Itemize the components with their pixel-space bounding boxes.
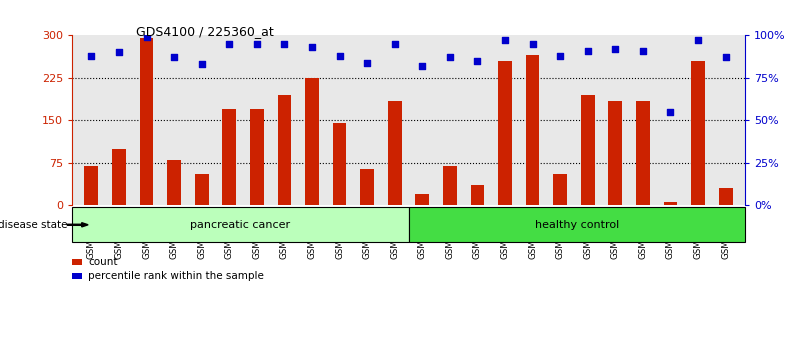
Bar (636, 101, 650, 205)
Bar (84, 166, 99, 205)
Point (609, 46, 622, 52)
Point (251, 41, 264, 47)
Point (113, 50, 126, 55)
Bar (525, 55, 540, 205)
Point (719, 55, 732, 60)
Bar (416, 194, 429, 205)
Bar (250, 109, 264, 205)
Bar (223, 109, 236, 205)
Bar (691, 61, 705, 205)
Point (85, 53, 98, 59)
Point (444, 55, 457, 60)
Bar (305, 78, 319, 205)
Bar (360, 169, 374, 205)
Text: GDS4100 / 225360_at: GDS4100 / 225360_at (136, 25, 274, 38)
Point (526, 41, 539, 47)
Bar (388, 101, 401, 205)
Bar (277, 95, 292, 205)
Text: disease state: disease state (0, 220, 67, 230)
Point (360, 60, 373, 65)
Text: pancreatic cancer: pancreatic cancer (190, 220, 290, 230)
Point (195, 62, 208, 67)
Bar (581, 95, 594, 205)
Text: count: count (88, 257, 118, 267)
Point (416, 63, 429, 69)
Point (637, 48, 650, 53)
Bar (167, 160, 181, 205)
Point (664, 109, 677, 115)
Bar (112, 149, 126, 205)
Point (278, 41, 291, 47)
Point (167, 55, 180, 60)
Bar (498, 61, 512, 205)
Point (223, 41, 235, 47)
Point (553, 53, 566, 59)
Point (691, 38, 704, 43)
Bar (332, 123, 347, 205)
Point (388, 41, 401, 47)
Bar (718, 188, 733, 205)
Text: percentile rank within the sample: percentile rank within the sample (88, 271, 264, 281)
Bar (139, 38, 154, 205)
Point (471, 58, 484, 64)
Bar (663, 202, 678, 205)
Point (333, 53, 346, 59)
Point (582, 48, 594, 53)
Bar (470, 185, 485, 205)
Bar (609, 101, 622, 205)
Point (498, 38, 511, 43)
Point (306, 45, 319, 50)
Point (140, 34, 153, 40)
Bar (195, 174, 208, 205)
Text: healthy control: healthy control (534, 220, 619, 230)
Bar (443, 166, 457, 205)
Bar (553, 174, 567, 205)
